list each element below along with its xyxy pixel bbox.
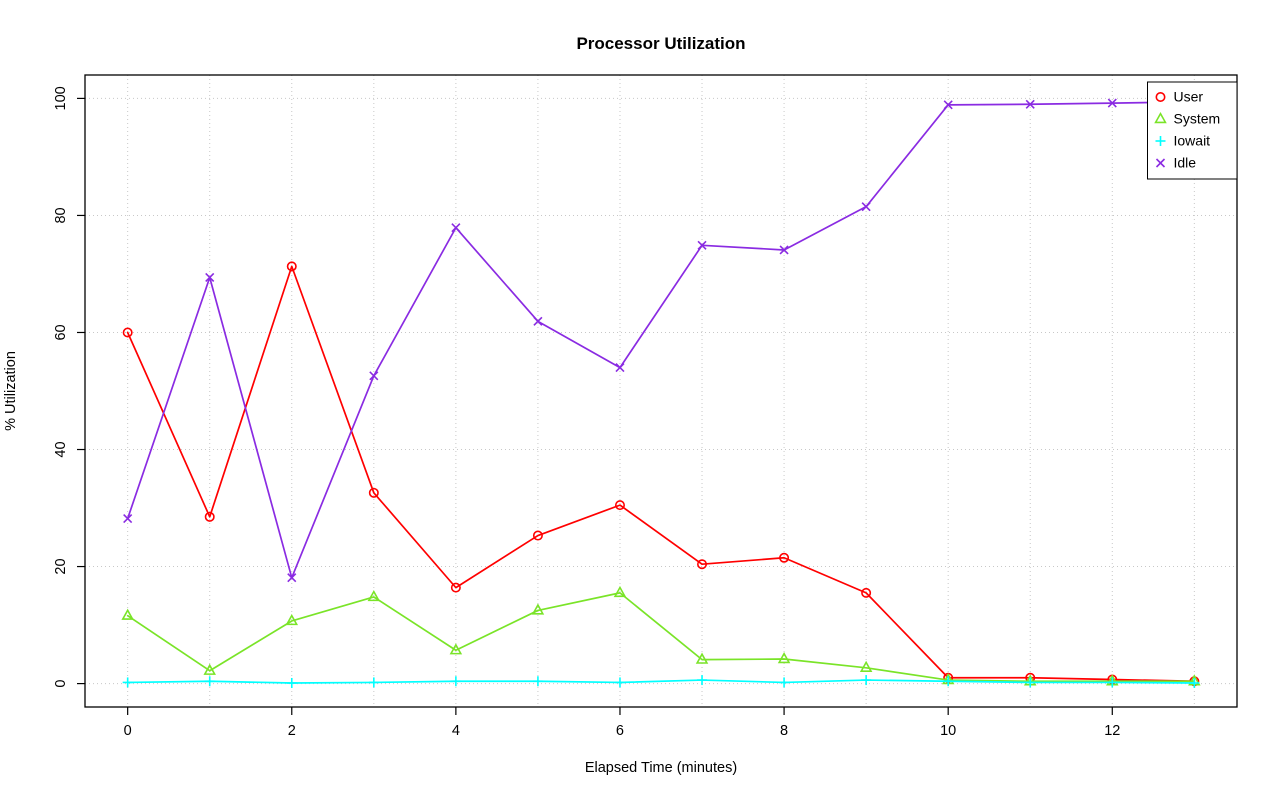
- marker-x: [615, 363, 625, 373]
- series-line-iowait: [126, 679, 1196, 684]
- marker-x: [779, 245, 789, 255]
- y-tick-label: 20: [53, 558, 69, 574]
- marker-x: [451, 223, 461, 233]
- marker-x: [205, 272, 215, 283]
- marker-triangle: [695, 652, 709, 664]
- chart-title: Processor Utilization: [576, 34, 745, 53]
- marker-triangle: [859, 660, 873, 672]
- marker-triangle: [531, 603, 545, 615]
- y-axis: 0 20 40 60 80 100: [53, 86, 85, 688]
- marker-circle: [286, 261, 297, 272]
- x-tick-label: 6: [616, 723, 624, 739]
- series-line-user: [126, 265, 1196, 683]
- x-axis: 0 2 4 6 8 10 12: [124, 707, 1120, 739]
- series-iowait: [122, 675, 1200, 689]
- series-user: [122, 261, 1200, 687]
- marker-x: [369, 371, 379, 381]
- legend-box: [1147, 81, 1238, 180]
- y-tick-label: 0: [53, 680, 69, 688]
- x-tick-label: 4: [452, 723, 460, 739]
- series-line-idle: [126, 101, 1196, 579]
- x-axis-label: Elapsed Time (minutes): [585, 760, 737, 776]
- marker-circle: [450, 582, 461, 593]
- y-tick-label: 60: [53, 324, 69, 340]
- marker-triangle: [613, 585, 627, 598]
- marker-circle: [1155, 92, 1166, 103]
- x-tick-label: 8: [780, 723, 788, 739]
- marker-circle: [779, 552, 790, 563]
- legend-label-idle: Idle: [1174, 155, 1197, 171]
- series-line-system: [126, 592, 1196, 683]
- marker-x: [1107, 98, 1117, 108]
- marker-x: [123, 514, 133, 524]
- marker-x: [943, 100, 953, 110]
- series-system: [121, 585, 1201, 686]
- y-tick-label: 40: [53, 441, 69, 457]
- marker-triangle: [121, 608, 134, 620]
- marker-x: [533, 316, 543, 326]
- y-tick-label: 100: [53, 86, 69, 110]
- x-tick-label: 10: [940, 723, 956, 739]
- grid: [85, 75, 1237, 707]
- marker-circle: [861, 587, 872, 598]
- marker-triangle: [203, 663, 216, 675]
- y-tick-label: 80: [53, 207, 69, 223]
- marker-circle: [204, 511, 215, 522]
- marker-circle: [614, 500, 625, 511]
- marker-triangle: [367, 589, 381, 602]
- legend-label-iowait: Iowait: [1174, 133, 1211, 149]
- marker-x: [1025, 99, 1035, 109]
- marker-x: [697, 240, 707, 250]
- marker-triangle: [449, 643, 463, 655]
- marker-triangle: [285, 613, 299, 626]
- marker-circle: [697, 559, 708, 570]
- marker-triangle: [777, 651, 791, 664]
- plot-border: [84, 74, 1238, 708]
- plot-area: 0 2 4 6 8 10 12 0 20 40 60 80 100 User System Iowait Idl…: [53, 74, 1238, 739]
- series-idle: [123, 97, 1199, 583]
- marker-circle: [368, 487, 379, 498]
- legend-label-system: System: [1174, 111, 1221, 127]
- x-tick-label: 0: [124, 723, 132, 739]
- marker-triangle: [1154, 111, 1167, 124]
- y-axis-label: % Utilization: [3, 351, 19, 431]
- marker-x: [287, 573, 297, 583]
- x-tick-label: 2: [288, 723, 296, 739]
- legend: User System Iowait Idle: [1147, 81, 1238, 180]
- marker-circle: [122, 327, 133, 338]
- marker-x: [1155, 158, 1166, 168]
- legend-label-user: User: [1174, 89, 1204, 105]
- marker-x: [861, 202, 871, 212]
- x-tick-label: 12: [1104, 723, 1120, 739]
- marker-circle: [532, 530, 543, 541]
